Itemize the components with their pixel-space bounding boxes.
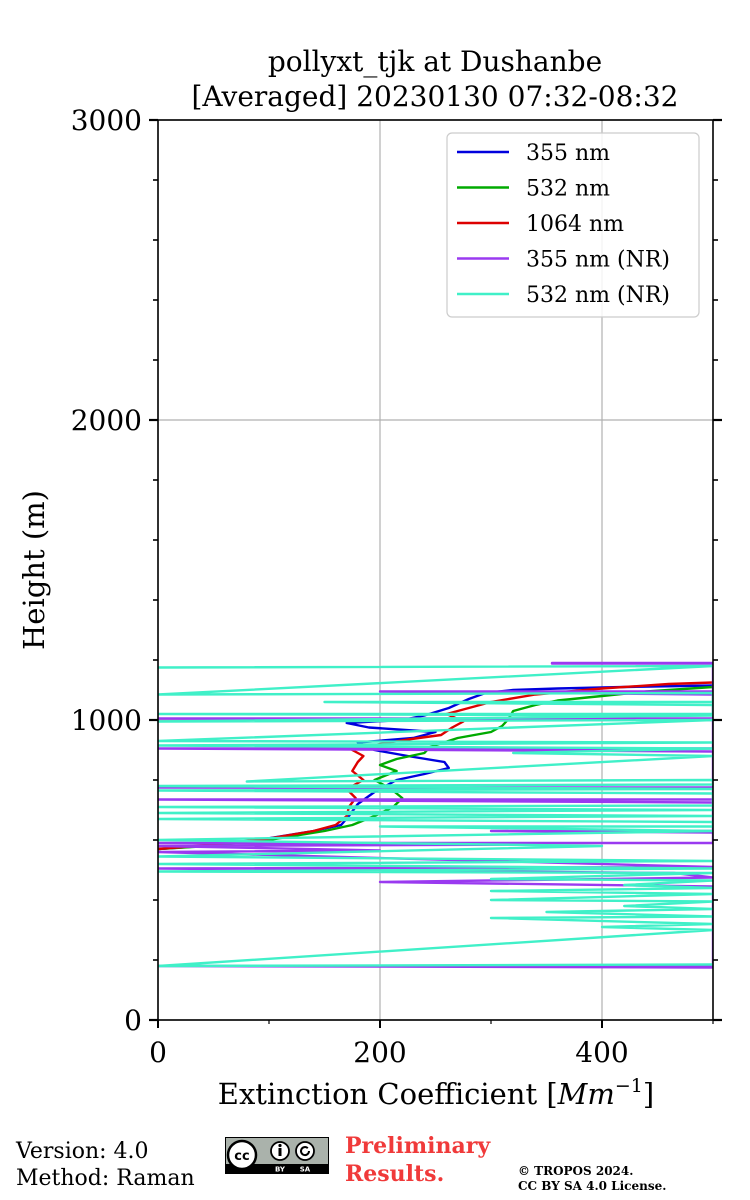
- preliminary-line1: Preliminary: [345, 1133, 491, 1159]
- sa-share-icon: [295, 1141, 315, 1161]
- legend-label-2: 1064 nm: [526, 212, 624, 237]
- chart: pollyxt_tjk at Dushanbe [Averaged] 20230…: [17, 45, 722, 1111]
- x-tick-label: 400: [575, 1036, 628, 1069]
- copyright-notice: © TROPOS 2024. CC BY SA 4.0 License.: [518, 1164, 666, 1194]
- y-axis-label: Height (m): [17, 490, 51, 650]
- x-axis-label-exponent: −1: [615, 1075, 643, 1097]
- chart-title-line2: [Averaged] 20230130 07:32-08:32: [192, 80, 679, 113]
- chart-title-line1: pollyxt_tjk at Dushanbe: [268, 45, 602, 78]
- plot-frame: [157, 119, 714, 1021]
- y-tick-label: 2000: [71, 404, 142, 437]
- legend-label-0: 355 nm: [526, 141, 610, 166]
- version-info: Version: 4.0 Method: Raman: [16, 1138, 195, 1192]
- series-line-0: [158, 684, 713, 851]
- x-axis-label-text: Extinction Coefficient [: [218, 1077, 558, 1111]
- y-tick-label: 0: [124, 1004, 142, 1037]
- x-axis-label-close: ]: [643, 1077, 654, 1111]
- legend-label-3: 355 nm (NR): [526, 248, 670, 273]
- copyright-line1: © TROPOS 2024.: [518, 1164, 634, 1178]
- x-tick-label: 200: [353, 1036, 406, 1069]
- preliminary-line2: Results.: [345, 1161, 445, 1187]
- legend-label-4: 532 nm (NR): [526, 283, 670, 308]
- sa-text: SA: [300, 1166, 311, 1174]
- x-tick-label: 0: [149, 1036, 167, 1069]
- copyright-line2: CC BY SA 4.0 License.: [518, 1179, 667, 1193]
- version-text: Version: 4.0: [16, 1139, 149, 1164]
- series-line-2: [158, 681, 713, 851]
- cc-text: cc: [234, 1149, 249, 1164]
- legend: 355 nm 532 nm 1064 nm 355 nm (NR) 532 nm (NR…: [446, 132, 700, 318]
- y-tick-label: 1000: [71, 704, 142, 737]
- legend-label-1: 532 nm: [526, 177, 610, 202]
- method-text: Method: Raman: [16, 1166, 195, 1191]
- series-group: [158, 661, 713, 969]
- x-axis-label: Extinction Coefficient [Mm−1]: [218, 1075, 654, 1111]
- by-text: BY: [275, 1166, 286, 1174]
- cc-by-sa-license-icon: cc BY SA: [225, 1137, 329, 1174]
- y-tick-label: 3000: [71, 104, 142, 137]
- tick-marks: [149, 118, 722, 1028]
- x-axis-label-unit: Mm: [557, 1077, 615, 1111]
- preliminary-notice: Preliminary Results.: [345, 1132, 490, 1188]
- legend-box: [446, 132, 700, 318]
